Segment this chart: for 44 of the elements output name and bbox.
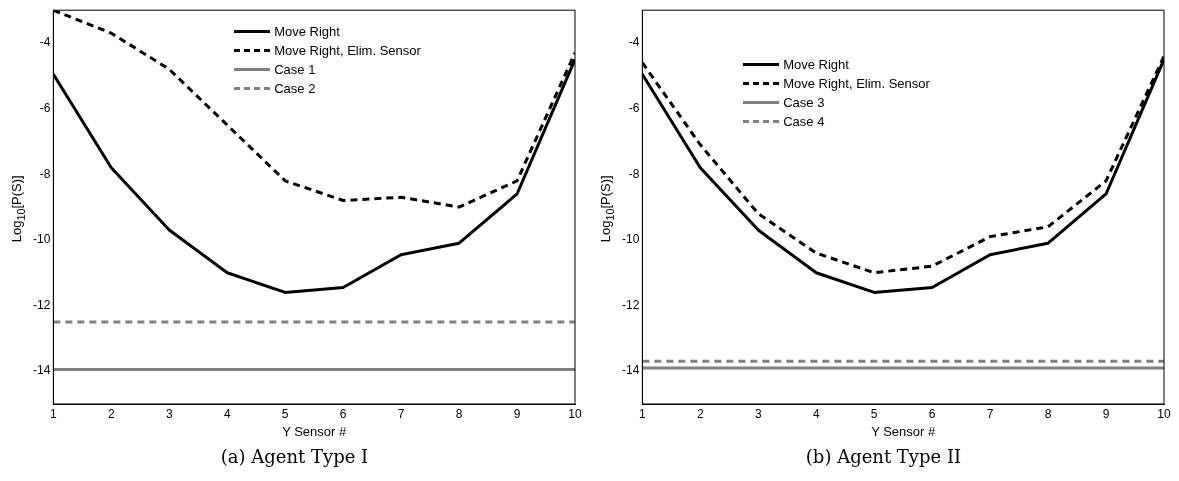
y-tick-label: -12: [622, 297, 640, 312]
x-tick-label: 10: [1157, 406, 1171, 421]
legend-label: Move Right, Elim. Sensor: [274, 42, 421, 61]
x-tick-label: 2: [107, 406, 115, 421]
x-tick-label: 3: [754, 406, 762, 421]
x-axis-title: Y Sensor #: [282, 423, 347, 439]
x-tick-label: 6: [339, 406, 347, 421]
x-axis-title: Y Sensor #: [871, 423, 936, 439]
legend-label: Move Right, Elim. Sensor: [783, 75, 930, 94]
x-tick-label: 9: [513, 406, 521, 421]
x-tick-label: 10: [568, 406, 582, 421]
x-tick-label: 8: [455, 406, 463, 421]
legend-label: Case 2: [274, 80, 316, 99]
y-tick-label: -14: [33, 363, 51, 378]
x-tick-label: 6: [928, 406, 936, 421]
y-tick-label: -8: [39, 166, 51, 181]
x-tick-label: 7: [986, 406, 994, 421]
legend-label: Case 4: [783, 113, 825, 132]
y-tick-label: -10: [622, 232, 640, 247]
y-tick-label: -14: [622, 363, 640, 378]
x-tick-label: 5: [281, 406, 289, 421]
y-tick-label: -6: [628, 100, 640, 115]
x-tick-label: 7: [397, 406, 405, 421]
x-tick-label: 5: [870, 406, 878, 421]
legend-label: Case 3: [783, 94, 825, 113]
y-tick-label: -10: [33, 232, 51, 247]
text: (a) Agent Type I: [219, 446, 370, 467]
x-tick-label: 9: [1102, 406, 1110, 421]
y-tick-label: -4: [39, 35, 51, 50]
legend-label: Case 1: [274, 61, 316, 80]
x-tick-label: 3: [165, 406, 173, 421]
x-tick-label: 4: [812, 406, 820, 421]
y-tick-label: -6: [39, 100, 51, 115]
x-tick-label: 8: [1044, 406, 1052, 421]
text: (b) Agent Type II: [804, 446, 963, 467]
y-tick-label: -8: [628, 166, 640, 181]
legend-label: Move Right: [783, 56, 849, 75]
legend-label: Move Right: [274, 23, 340, 42]
x-tick-label: 1: [639, 406, 646, 421]
x-tick-label: 1: [50, 406, 57, 421]
x-tick-label: 4: [223, 406, 231, 421]
y-tick-label: -4: [628, 35, 640, 50]
y-tick-label: -12: [33, 297, 51, 312]
x-tick-label: 2: [696, 406, 704, 421]
